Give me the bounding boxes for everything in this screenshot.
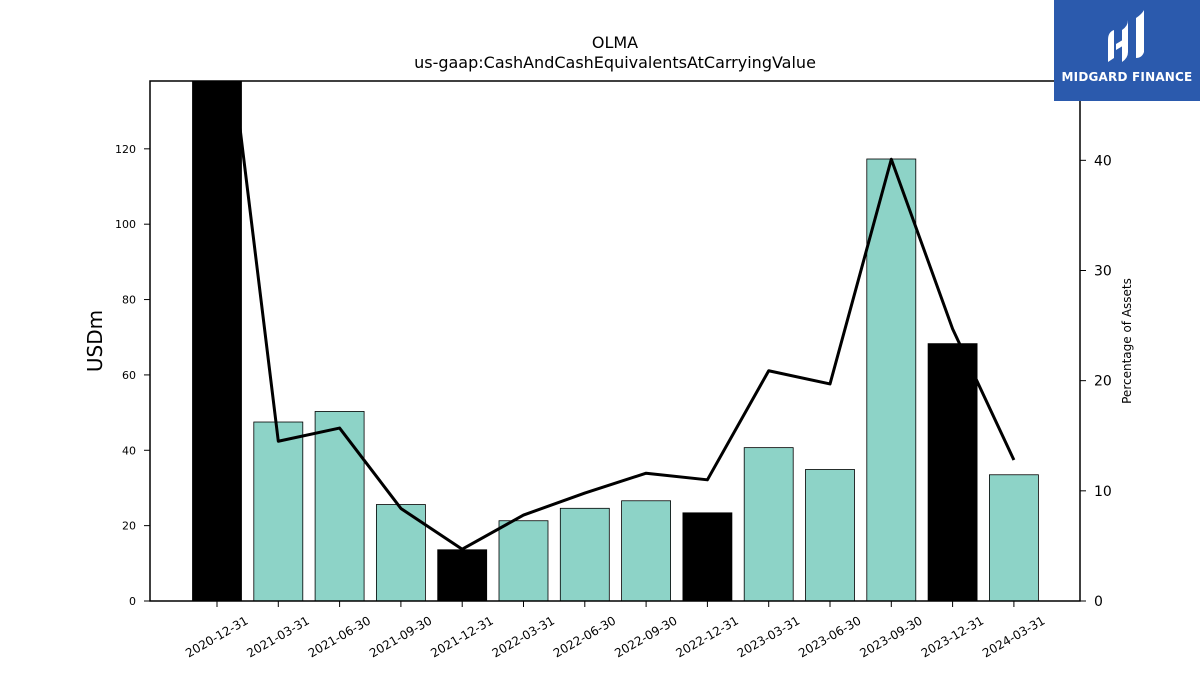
chart-title: OLMA	[592, 33, 638, 52]
brand-logo: MIDGARD FINANCE	[1054, 0, 1200, 101]
y-tick-label: 40	[122, 444, 136, 457]
line-percentage-of-assets	[232, 81, 1016, 551]
brand-name: MIDGARD FINANCE	[1061, 70, 1193, 84]
y2-tick-label: 40	[1094, 153, 1112, 169]
y2-tick-label: 0	[1094, 594, 1103, 610]
bars-group	[192, 80, 1039, 602]
chart-subtitle: us-gaap:CashAndCashEquivalentsAtCarrying…	[414, 53, 816, 72]
y-tick-label: 80	[122, 294, 136, 307]
x-tick-label: 2021-09-30	[367, 613, 434, 660]
x-axis-ticks: 2020-12-312021-03-312021-06-302021-09-30…	[183, 601, 1047, 660]
y2-tick-label: 20	[1094, 374, 1112, 390]
x-tick-label: 2023-09-30	[857, 613, 924, 660]
y2-axis-label: Percentage of Assets	[1120, 278, 1134, 404]
bar-2023-09-30	[866, 158, 917, 602]
x-tick-label: 2023-06-30	[796, 613, 863, 660]
y-axis-label: USDm	[83, 310, 107, 372]
x-tick-label: 2022-09-30	[612, 613, 679, 660]
bar-2022-12-31	[682, 512, 733, 602]
x-tick-label: 2022-03-31	[490, 613, 557, 660]
y-tick-label: 0	[129, 595, 136, 608]
bar-2021-03-31	[253, 421, 304, 602]
x-tick-label: 2021-12-31	[428, 613, 495, 660]
bar-2021-12-31	[437, 549, 488, 602]
bar-2023-06-30	[805, 469, 855, 602]
y-tick-label: 120	[115, 143, 136, 156]
x-tick-label: 2024-03-31	[980, 613, 1047, 660]
y2-tick-label: 30	[1094, 263, 1112, 279]
bar-2020-12-31	[192, 80, 242, 602]
x-tick-label: 2021-06-30	[306, 613, 373, 660]
x-tick-label: 2022-06-30	[551, 613, 618, 660]
bar-2022-03-31	[498, 520, 549, 602]
bar-2023-03-31	[743, 447, 794, 602]
y-tick-label: 100	[115, 218, 136, 231]
y2-tick-label: 10	[1094, 484, 1112, 500]
bar-2023-12-31	[927, 343, 978, 602]
bar-2022-06-30	[559, 507, 610, 602]
y-axis-ticks: 0 20 40 60 80 100 120	[115, 143, 150, 608]
bar-2022-09-30	[621, 500, 671, 602]
y2-axis-ticks: 0 10 20 30 40	[1080, 153, 1112, 610]
y-tick-label: 60	[122, 369, 136, 382]
x-tick-label: 2023-12-31	[919, 613, 986, 660]
x-tick-label: 2022-12-31	[673, 613, 740, 660]
bar-2024-03-31	[989, 474, 1039, 602]
bar-2021-06-30	[314, 411, 365, 602]
midgard-logo-icon	[1108, 10, 1144, 62]
x-tick-label: 2023-03-31	[735, 613, 802, 660]
x-tick-label: 2021-03-31	[244, 613, 311, 660]
x-tick-label: 2020-12-31	[183, 613, 250, 660]
line-group	[232, 81, 1016, 551]
y-tick-label: 20	[122, 520, 136, 533]
plot-frame	[149, 80, 1081, 602]
